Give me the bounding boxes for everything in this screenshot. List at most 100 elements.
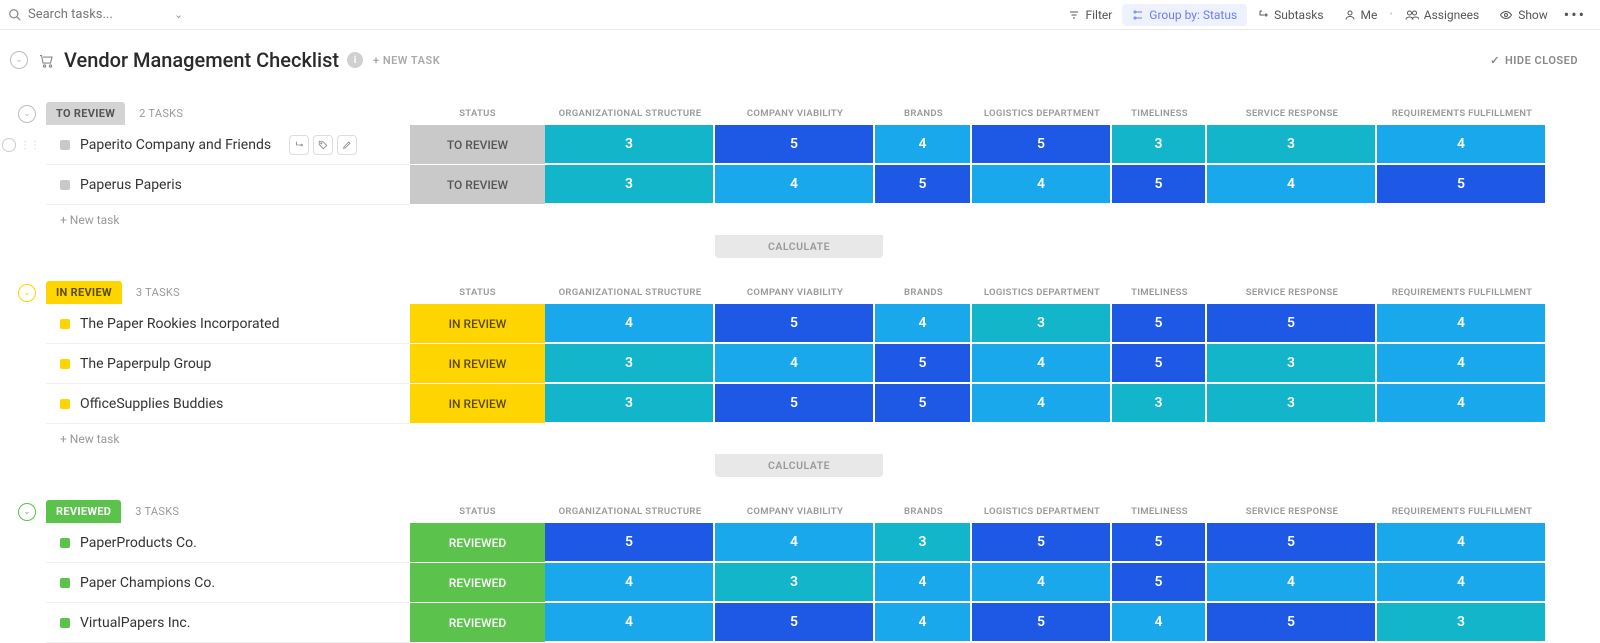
group-collapse-button[interactable]: ⌄ bbox=[18, 284, 36, 302]
score-cell[interactable]: 4 bbox=[1377, 384, 1547, 424]
show-button[interactable]: Show bbox=[1489, 4, 1558, 26]
assignees-button[interactable]: Assignees bbox=[1395, 4, 1489, 26]
score-cell[interactable]: 4 bbox=[715, 344, 875, 384]
new-task-row-button[interactable]: + New task bbox=[0, 424, 1600, 454]
score-cell[interactable]: 4 bbox=[972, 563, 1112, 603]
score-cell[interactable]: 5 bbox=[715, 603, 875, 643]
score-cell[interactable]: 4 bbox=[715, 523, 875, 563]
search-chevron-icon[interactable]: ⌄ bbox=[174, 8, 183, 21]
tag-icon-button[interactable] bbox=[313, 135, 333, 155]
hide-closed-button[interactable]: ✓ HIDE CLOSED bbox=[1490, 54, 1590, 67]
group-by-button[interactable]: Group by: Status bbox=[1122, 4, 1247, 26]
score-cell[interactable]: 4 bbox=[875, 603, 972, 643]
new-task-button[interactable]: + NEW TASK bbox=[373, 54, 440, 67]
score-cell[interactable]: 4 bbox=[1112, 603, 1207, 643]
score-cell[interactable]: 5 bbox=[1112, 344, 1207, 384]
score-cell[interactable]: 4 bbox=[545, 304, 715, 344]
score-cell[interactable]: 3 bbox=[715, 563, 875, 603]
score-cell[interactable]: 4 bbox=[545, 563, 715, 603]
status-cell[interactable]: REVIEWED bbox=[410, 563, 545, 603]
score-cell[interactable]: 3 bbox=[1207, 384, 1377, 424]
status-cell[interactable]: REVIEWED bbox=[410, 523, 545, 563]
score-cell[interactable]: 4 bbox=[1377, 523, 1547, 563]
score-cell[interactable]: 3 bbox=[1207, 344, 1377, 384]
score-cell[interactable]: 3 bbox=[1112, 125, 1207, 165]
score-cell[interactable]: 4 bbox=[972, 165, 1112, 205]
group-collapse-button[interactable]: ⌄ bbox=[18, 105, 36, 123]
more-menu-button[interactable]: ••• bbox=[1558, 5, 1592, 24]
score-cell[interactable]: 5 bbox=[1112, 304, 1207, 344]
score-cell[interactable]: 4 bbox=[972, 344, 1112, 384]
score-cell[interactable]: 5 bbox=[875, 165, 972, 205]
score-cell[interactable]: 5 bbox=[715, 384, 875, 424]
task-name-cell[interactable]: Paper Champions Co. bbox=[46, 563, 410, 603]
task-name-cell[interactable]: Paperito Company and Friends bbox=[46, 125, 410, 165]
info-icon[interactable]: i bbox=[347, 52, 363, 68]
task-name-cell[interactable]: The Paper Rookies Incorporated bbox=[46, 304, 410, 344]
score-cell[interactable]: 5 bbox=[972, 125, 1112, 165]
subtasks-button[interactable]: Subtasks bbox=[1247, 4, 1333, 26]
score-cell[interactable]: 3 bbox=[545, 125, 715, 165]
score-cell[interactable]: 5 bbox=[1207, 523, 1377, 563]
group-status-pill[interactable]: TO REVIEW bbox=[46, 102, 125, 125]
score-cell[interactable]: 5 bbox=[1207, 304, 1377, 344]
row-select-circle[interactable] bbox=[2, 138, 16, 152]
task-name-cell[interactable]: PaperProducts Co. bbox=[46, 523, 410, 563]
edit-icon-button[interactable] bbox=[337, 135, 357, 155]
status-cell[interactable]: TO REVIEW bbox=[410, 125, 545, 165]
status-cell[interactable]: REVIEWED bbox=[410, 603, 545, 643]
score-cell[interactable]: 4 bbox=[1377, 304, 1547, 344]
score-cell[interactable]: 5 bbox=[715, 304, 875, 344]
score-cell[interactable]: 4 bbox=[875, 563, 972, 603]
score-cell[interactable]: 3 bbox=[545, 384, 715, 424]
score-cell[interactable]: 3 bbox=[1207, 125, 1377, 165]
score-cell[interactable]: 3 bbox=[545, 344, 715, 384]
score-cell[interactable]: 5 bbox=[972, 523, 1112, 563]
search-input[interactable] bbox=[28, 7, 168, 22]
score-cell[interactable]: 3 bbox=[1112, 384, 1207, 424]
score-cell[interactable]: 3 bbox=[875, 523, 972, 563]
score-cell[interactable]: 3 bbox=[1377, 603, 1547, 643]
score-cell[interactable]: 5 bbox=[972, 603, 1112, 643]
score-cell[interactable]: 5 bbox=[715, 125, 875, 165]
task-name-cell[interactable]: Paperus Paperis bbox=[46, 165, 410, 205]
score-cell[interactable]: 5 bbox=[875, 384, 972, 424]
group-collapse-button[interactable]: ⌄ bbox=[18, 503, 36, 521]
score-cell[interactable]: 5 bbox=[1112, 523, 1207, 563]
score-cell[interactable]: 5 bbox=[1207, 603, 1377, 643]
score-cell[interactable]: 4 bbox=[1377, 563, 1547, 603]
group-status-pill[interactable]: REVIEWED bbox=[46, 500, 121, 523]
status-cell[interactable]: IN REVIEW bbox=[410, 344, 545, 384]
drag-handle-icon[interactable]: ⋮⋮ bbox=[20, 140, 40, 151]
filter-button[interactable]: Filter bbox=[1058, 4, 1122, 26]
status-cell[interactable]: IN REVIEW bbox=[410, 384, 545, 424]
task-name-cell[interactable]: VirtualPapers Inc. bbox=[46, 603, 410, 643]
new-task-row-button[interactable]: + New task bbox=[0, 205, 1600, 235]
score-cell[interactable]: 5 bbox=[1377, 165, 1547, 205]
me-button[interactable]: Me bbox=[1334, 4, 1388, 26]
score-cell[interactable]: 4 bbox=[1377, 344, 1547, 384]
score-cell[interactable]: 3 bbox=[545, 165, 715, 205]
calculate-button[interactable]: CALCULATE bbox=[715, 454, 883, 477]
calculate-button[interactable]: CALCULATE bbox=[715, 235, 883, 258]
score-cell[interactable]: 4 bbox=[1207, 165, 1377, 205]
score-cell[interactable]: 3 bbox=[972, 304, 1112, 344]
task-name-cell[interactable]: The Paperpulp Group bbox=[46, 344, 410, 384]
score-cell[interactable]: 4 bbox=[972, 384, 1112, 424]
score-cell[interactable]: 4 bbox=[875, 304, 972, 344]
group-status-pill[interactable]: IN REVIEW bbox=[46, 281, 122, 304]
task-name-cell[interactable]: OfficeSupplies Buddies bbox=[46, 384, 410, 424]
status-cell[interactable]: TO REVIEW bbox=[410, 165, 545, 205]
score-cell[interactable]: 4 bbox=[875, 125, 972, 165]
collapse-all-button[interactable]: ⌄ bbox=[10, 51, 28, 69]
status-cell[interactable]: IN REVIEW bbox=[410, 304, 545, 344]
score-cell[interactable]: 4 bbox=[1377, 125, 1547, 165]
score-cell[interactable]: 4 bbox=[545, 603, 715, 643]
score-cell[interactable]: 5 bbox=[1112, 165, 1207, 205]
score-cell[interactable]: 4 bbox=[1207, 563, 1377, 603]
subtask-icon-button[interactable] bbox=[289, 135, 309, 155]
score-cell[interactable]: 5 bbox=[1112, 563, 1207, 603]
score-cell[interactable]: 5 bbox=[875, 344, 972, 384]
score-cell[interactable]: 5 bbox=[545, 523, 715, 563]
score-cell[interactable]: 4 bbox=[715, 165, 875, 205]
